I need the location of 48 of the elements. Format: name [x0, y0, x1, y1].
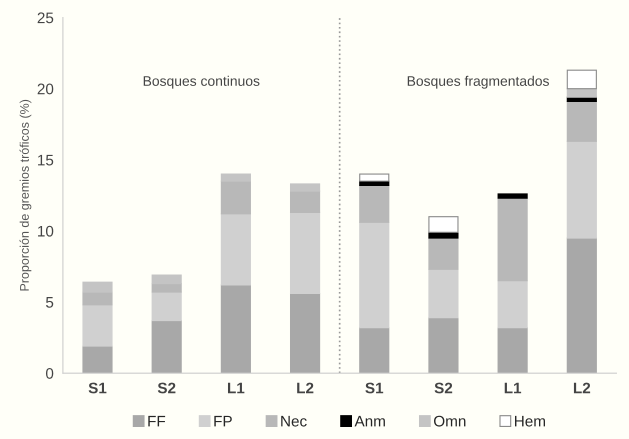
- bar: [498, 198, 528, 282]
- x-tick-label: S2: [158, 382, 176, 394]
- bar: [428, 317, 459, 374]
- bar: [428, 237, 459, 270]
- bar: [566, 237, 597, 374]
- legend-label: Nec: [281, 416, 307, 427]
- x-tick-label: S1: [365, 382, 384, 394]
- bar: [152, 320, 182, 374]
- bar: [359, 327, 390, 374]
- x-tick-label: L1: [504, 382, 522, 394]
- x-tick-label: S2: [434, 382, 452, 394]
- bar: [428, 216, 459, 233]
- bar: [359, 184, 390, 223]
- y-tick-label: 20: [38, 84, 54, 94]
- bar: [566, 100, 597, 142]
- y-tick-label: 25: [38, 12, 54, 24]
- bar: [220, 284, 251, 374]
- x-tick-label: L2: [574, 382, 590, 394]
- bar: [152, 292, 182, 322]
- bar: [220, 213, 251, 286]
- bar: [290, 212, 320, 294]
- y-tick-label: 15: [38, 154, 54, 166]
- bar: [359, 222, 390, 328]
- annotation: Bosques continuos: [144, 76, 260, 89]
- bar: [498, 193, 528, 199]
- bar: [566, 88, 597, 98]
- annotation: Bosques fragmentados: [408, 76, 549, 89]
- legend-label: FF: [148, 416, 166, 426]
- bar: [566, 140, 597, 239]
- y-axis-title: Proporción de gremios tróficos (%): [20, 100, 32, 291]
- x-tick-label: L1: [228, 382, 244, 394]
- legend-label: Hem: [515, 416, 545, 427]
- y-tick-label: 10: [38, 226, 54, 237]
- x-tick-label: S1: [88, 382, 106, 394]
- bar: [290, 292, 320, 374]
- legend-label: Anm: [354, 416, 385, 426]
- legend-label: Omn: [434, 416, 466, 427]
- bar: [498, 327, 528, 374]
- x-tick-label: L2: [297, 382, 314, 394]
- bar: [82, 346, 113, 374]
- y-tick-label: 5: [46, 297, 54, 308]
- bar: [566, 70, 597, 90]
- bar: [498, 280, 528, 328]
- bar: [82, 304, 113, 347]
- legend-label: FP: [214, 416, 232, 426]
- bar: [359, 173, 390, 182]
- y-tick-label: 0: [46, 368, 54, 379]
- bar: [428, 268, 459, 318]
